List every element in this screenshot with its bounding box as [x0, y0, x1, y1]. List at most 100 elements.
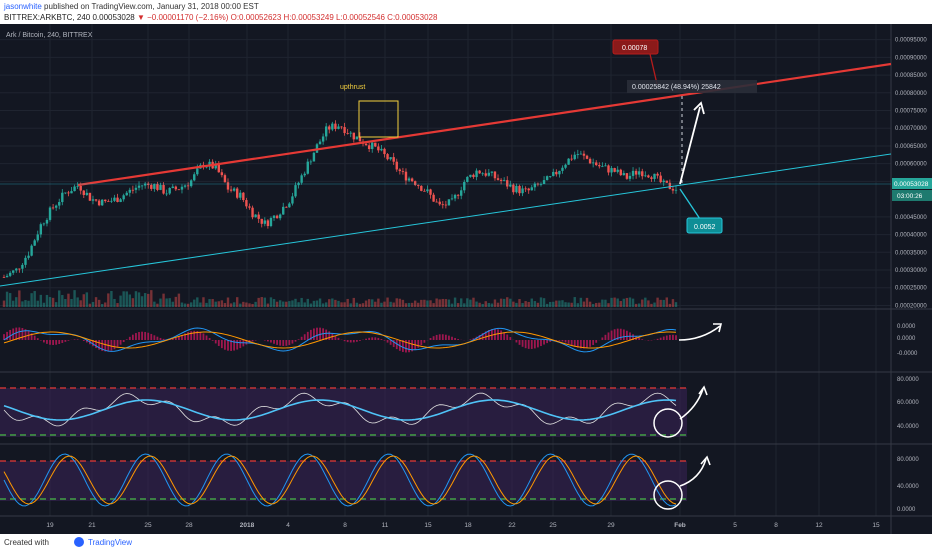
macd-histogram-bar	[58, 340, 61, 345]
volume-bar	[214, 301, 217, 307]
support-label: 0.0052	[694, 224, 716, 231]
macd-histogram-bar	[205, 335, 208, 340]
volume-bar	[223, 303, 227, 307]
candle-body	[367, 145, 371, 150]
macd-histogram-bar	[92, 340, 94, 347]
volume-bar	[297, 302, 300, 307]
candle-body	[266, 220, 270, 227]
volume-bar	[521, 303, 524, 307]
macd-histogram-bar	[227, 340, 229, 351]
macd-histogram-bar	[193, 330, 196, 340]
upthrust-box[interactable]	[358, 100, 399, 138]
macd-histogram-bar	[46, 340, 48, 344]
candle-body	[162, 184, 165, 194]
time-tick-label: 12	[815, 522, 823, 529]
time-tick-label: 2018	[240, 522, 255, 529]
rsi-tick-label: 40.0000	[897, 424, 919, 430]
rsi-arrow	[679, 388, 704, 420]
macd-histogram-bar	[626, 330, 628, 340]
volume-bar	[407, 302, 411, 307]
volume-bar	[309, 303, 313, 307]
candle-body	[58, 202, 61, 206]
candle-body	[533, 183, 537, 188]
candle-body	[232, 188, 236, 191]
candle-body	[110, 200, 113, 202]
volume-bar	[570, 302, 573, 307]
volume-bar	[502, 298, 506, 307]
stoch-k-line	[3, 453, 677, 507]
volume-bar	[456, 303, 460, 307]
candle-body	[18, 268, 21, 270]
volume-bar	[668, 303, 672, 307]
candle-body	[450, 198, 454, 200]
volume-bar	[610, 297, 613, 307]
candle-body	[358, 136, 362, 142]
macd-arrowhead	[713, 323, 723, 333]
tradingview-brand[interactable]: TradingView	[88, 538, 133, 547]
macd-histogram-bar	[217, 340, 220, 346]
volume-bar	[100, 303, 104, 307]
volume-bar	[211, 299, 214, 307]
volume-bar	[469, 299, 472, 307]
volume-bar	[27, 300, 30, 307]
macd-histogram-bar	[487, 330, 490, 340]
macd-histogram-bar	[567, 340, 570, 344]
candle-body	[438, 201, 441, 205]
macd-histogram-bar	[583, 340, 585, 349]
macd-histogram-bar	[521, 340, 524, 347]
candle-body	[447, 199, 451, 206]
candle-body	[67, 192, 70, 194]
macd-histogram-bar	[530, 340, 533, 349]
macd-histogram-bar	[171, 338, 174, 340]
author-link[interactable]: jasonwhite	[4, 2, 42, 11]
time-axis[interactable]: 19 21 25 28 2018 4 8 11 15 18 22 25 29 Feb 5 8 12 15	[46, 522, 880, 529]
volume-bar	[168, 298, 171, 307]
volume-bar	[481, 303, 484, 307]
chart-svg[interactable]: upthrust 0.00078 0.00025842 (48.94%) 258…	[0, 24, 932, 534]
candle-body	[104, 199, 107, 202]
volume-bar	[552, 301, 555, 307]
volume-bar	[54, 302, 58, 307]
volume-group	[2, 290, 678, 307]
volume-bar	[358, 303, 362, 307]
macd-histogram-bar	[613, 329, 616, 340]
volume-bar	[420, 299, 423, 307]
candle-body	[251, 207, 254, 218]
macd-histogram-bar	[429, 338, 432, 340]
price-tick-label: 0.00030000	[895, 268, 927, 274]
volume-bar	[622, 298, 626, 307]
candle-body	[604, 165, 607, 167]
price-axis[interactable]: 0.00095000 0.00090000 0.00085000 0.00080000…	[895, 38, 927, 310]
volume-bar	[490, 303, 494, 307]
macd-histogram-bar	[641, 339, 644, 340]
candle-body	[183, 185, 187, 187]
candle-body	[665, 180, 668, 183]
volume-bar	[604, 299, 607, 307]
candle-body	[122, 195, 125, 200]
candle-body	[444, 204, 448, 206]
macd-histogram-bar	[518, 340, 521, 345]
volume-bar	[487, 302, 491, 307]
candle-body	[585, 155, 589, 159]
volume-bar	[303, 302, 306, 307]
volume-bar	[450, 303, 454, 307]
macd-histogram-bar	[423, 340, 426, 343]
macd-histogram-bar	[668, 334, 671, 340]
volume-bar	[404, 303, 408, 307]
volume-bar	[671, 299, 675, 307]
chart-area[interactable]: upthrust 0.00078 0.00025842 (48.94%) 258…	[0, 24, 932, 534]
support-trendline[interactable]	[0, 153, 892, 287]
volume-bar	[272, 299, 276, 307]
candle-body	[398, 169, 402, 172]
candle-body	[637, 171, 641, 175]
candle-body	[647, 175, 650, 178]
candle-body	[407, 178, 411, 181]
volume-bar	[140, 296, 144, 307]
candle-body	[196, 168, 199, 175]
volume-bar	[364, 300, 368, 307]
macd-histogram-bar	[211, 340, 214, 341]
candle-body	[174, 186, 178, 190]
macd-histogram-bar	[104, 340, 107, 352]
volume-bar	[371, 299, 374, 307]
macd-histogram-bar	[469, 339, 472, 340]
